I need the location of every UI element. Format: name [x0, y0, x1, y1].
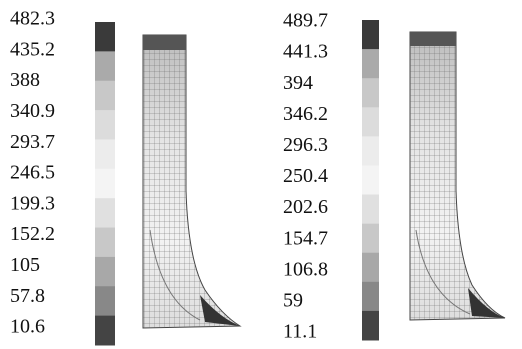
legend-label: 199.3: [10, 192, 55, 214]
colorbar-segment: [95, 286, 115, 316]
legend-label: 340.9: [10, 100, 55, 122]
legend-label: 346.2: [283, 103, 328, 125]
figure: 482.3 435.2 388 340.9 293.7 246.5 199.3 152.2 10…: [0, 0, 522, 349]
legend-label: 388: [10, 69, 40, 91]
mesh-left: [143, 35, 240, 328]
legend-label: 246.5: [10, 162, 55, 184]
legend-label: 154.7: [283, 227, 328, 249]
colorbar-segment: [362, 282, 379, 312]
colorbar-segment: [362, 107, 379, 137]
legend-label: 482.3: [10, 8, 55, 30]
legend-label: 57.8: [10, 285, 45, 307]
legend-label: 435.2: [10, 38, 55, 60]
legend-label: 250.4: [283, 165, 328, 187]
colorbar-segment: [95, 81, 115, 111]
colorbar-segment: [95, 316, 115, 346]
legend-label: 59: [283, 289, 303, 311]
colorbar-segment: [362, 224, 379, 254]
colorbar-segment: [362, 253, 379, 283]
colorbar-segment: [362, 20, 379, 50]
legend-label: 441.3: [283, 41, 328, 63]
colorbar-segment: [95, 257, 115, 287]
legend-label: 10.6: [10, 316, 45, 338]
colorbar-segment: [362, 78, 379, 108]
colorbar-segment: [95, 169, 115, 199]
colorbar-segment: [362, 311, 379, 341]
legend-label: 106.8: [283, 258, 328, 280]
colorbar-segment: [95, 51, 115, 81]
legend-label: 202.6: [283, 196, 328, 218]
colorbar-segment: [95, 228, 115, 258]
colorbar-segment: [362, 136, 379, 166]
legend-label: 394: [283, 72, 313, 94]
mesh-right: [410, 32, 505, 320]
colorbar-segment: [362, 165, 379, 195]
legend-label: 489.7: [283, 10, 328, 32]
legend-label: 296.3: [283, 134, 328, 156]
legend-label: 105: [10, 254, 40, 276]
legend-label: 11.1: [283, 321, 317, 343]
colorbar-segment: [95, 198, 115, 228]
colorbar-segment: [95, 139, 115, 169]
colorbar-segment: [95, 22, 115, 52]
colorbar-segment: [362, 195, 379, 225]
legend-label: 293.7: [10, 131, 55, 153]
colorbar-segment: [95, 110, 115, 140]
colorbar-segment: [362, 49, 379, 79]
legend-label: 152.2: [10, 223, 55, 245]
